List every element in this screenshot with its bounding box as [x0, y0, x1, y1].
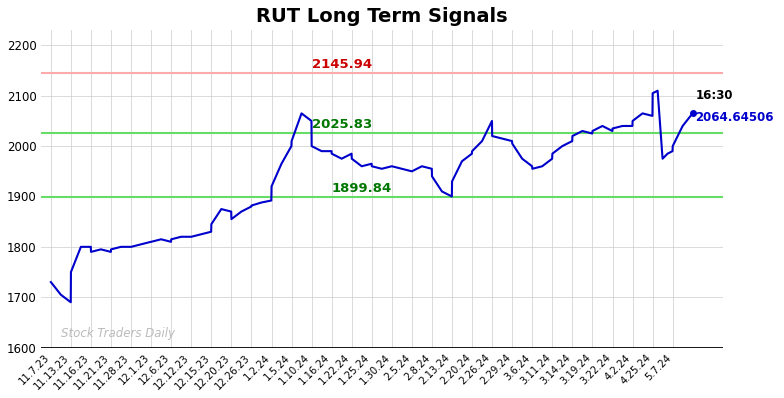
Text: 2064.64506: 2064.64506 [695, 111, 774, 124]
Text: 2025.83: 2025.83 [311, 118, 372, 131]
Text: 1899.84: 1899.84 [332, 181, 392, 195]
Title: RUT Long Term Signals: RUT Long Term Signals [256, 7, 508, 26]
Text: 2145.94: 2145.94 [312, 58, 372, 70]
Text: 16:30: 16:30 [695, 89, 733, 102]
Text: Stock Traders Daily: Stock Traders Daily [61, 327, 175, 340]
